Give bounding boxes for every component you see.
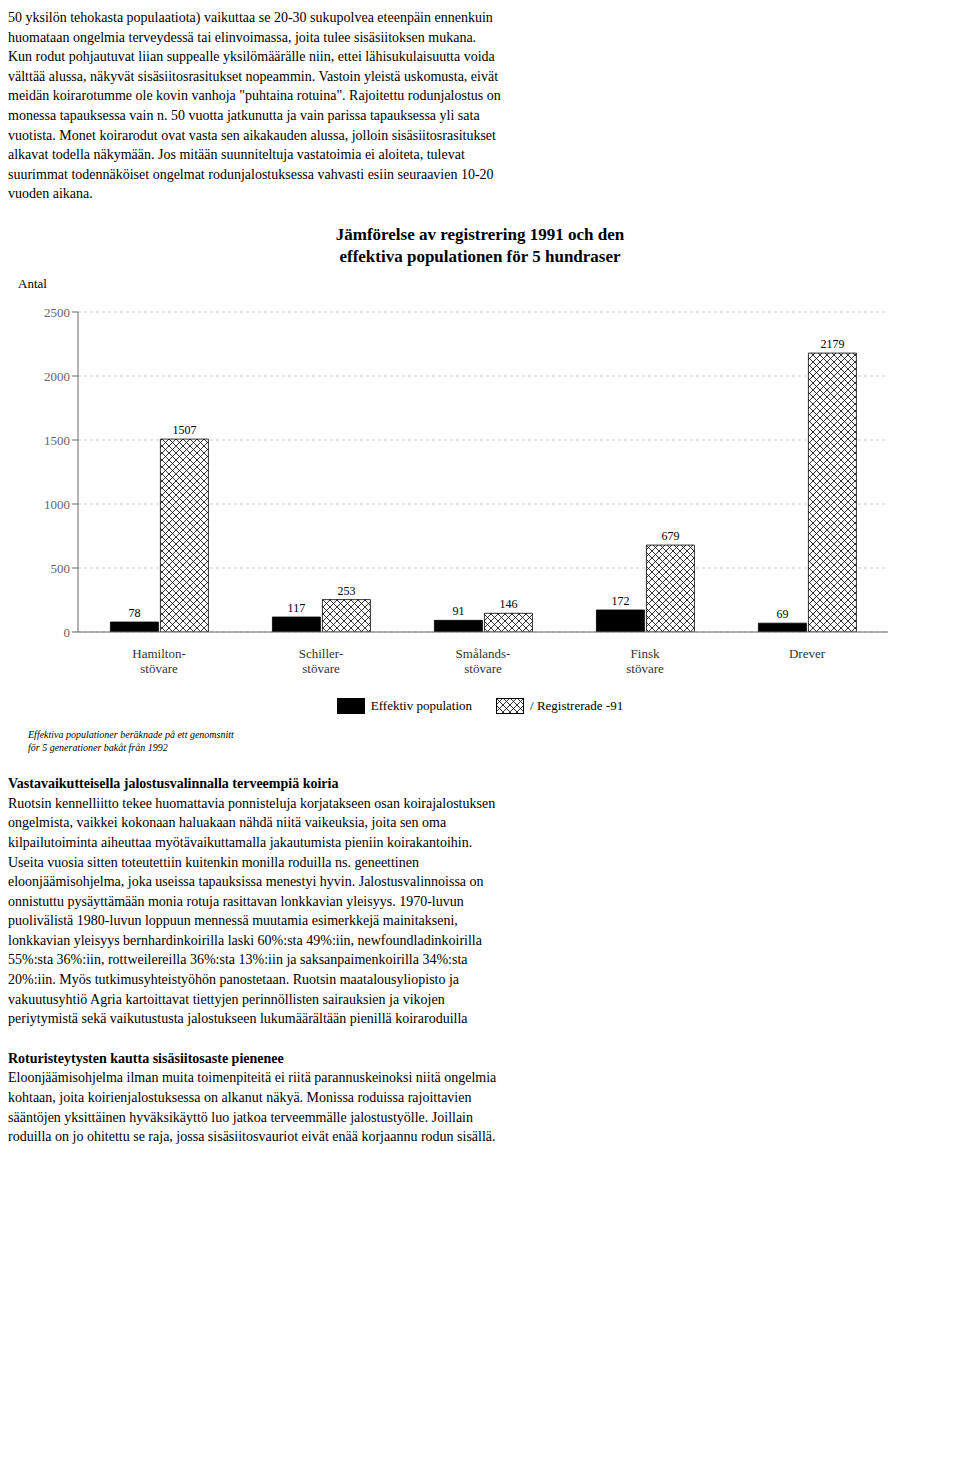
html-text:Eloonjäämisohjelma ilman muita: Eloonjäämisohjelma ilman muita toimenpit…	[8, 1070, 497, 1086]
svg-text:1500: 1500	[44, 433, 70, 448]
html-text:ongelmista, vaikkei kokonaan h: ongelmista, vaikkei kokonaan haluakaan n…	[8, 815, 447, 831]
html-text:55%:sta 36%:iin, rottweilereil: 55%:sta 36%:iin, rottweilereilla 36%:sta…	[8, 952, 468, 968]
html-text:onnistuttu pysäyttämään monia: onnistuttu pysäyttämään monia rotuja ras…	[8, 893, 464, 909]
svg-text:253: 253	[337, 584, 355, 598]
svg-text:Finskstövare: Finskstövare	[626, 646, 664, 677]
html-text:Roturisteytysten kautta sisäsi: Roturisteytysten kautta sisäsiitosaste p…	[8, 1050, 284, 1066]
svg-text:172: 172	[611, 594, 629, 608]
svg-text:1000: 1000	[44, 497, 70, 512]
svg-text:679: 679	[661, 529, 679, 543]
svg-text:117: 117	[288, 601, 306, 615]
html-text:lonkkavian yleisyys bernhardin: lonkkavian yleisyys bernhardinkoirilla l…	[8, 932, 482, 948]
html-text:kohtaan, joita koirienjalostuk: kohtaan, joita koirienjalostuksessa on a…	[8, 1090, 472, 1105]
svg-text:2179: 2179	[820, 337, 844, 351]
svg-text:0: 0	[64, 625, 71, 640]
html-text:20%:iin. Myös tutkimusyhteisty: 20%:iin. Myös tutkimusyhteistyöhön panos…	[8, 972, 460, 988]
html-text:Useita vuosia sitten toteutett: Useita vuosia sitten toteutettiin kuiten…	[8, 854, 419, 870]
svg-text:Drever: Drever	[789, 646, 826, 661]
html-text:sääntöjen yksittäinen hyväksik: sääntöjen yksittäinen hyväksikäyttö luo …	[8, 1109, 473, 1125]
svg-text:Schiller-stövare: Schiller-stövare	[299, 646, 344, 677]
svg-text:Hamilton-stövare: Hamilton-stövare	[132, 646, 185, 677]
html-text:effektiva populationen för 5 h: effektiva populationen för 5 hundraser	[339, 247, 621, 266]
html-text:Kun rodut pohjautuvat liian su: Kun rodut pohjautuvat liian suppealle yk…	[8, 49, 495, 65]
html-text:vakuutusyhtiö Agria kartoittav: vakuutusyhtiö Agria kartoittavat tiettyj…	[8, 991, 445, 1007]
html-text:Antal: Antal	[18, 276, 47, 292]
html-text:Vastavaikutteisella jalostusva: Vastavaikutteisella jalostusvalinnalla t…	[8, 776, 339, 792]
svg-text:1507: 1507	[172, 423, 196, 437]
html-text:vuoden aikana.: vuoden aikana.	[8, 186, 93, 202]
svg-text:91: 91	[452, 604, 464, 618]
html-text:vuotista. Monet koirarodut ova: vuotista. Monet koirarodut ovat vasta se…	[8, 127, 496, 143]
html-text:/ Registrerade -91: / Registrerade -91	[530, 698, 624, 714]
html-text:huomataan ongelmia terveydessä: huomataan ongelmia terveydessä tai elinv…	[8, 29, 477, 45]
svg-text:2000: 2000	[44, 369, 70, 384]
html-text:suurimmat todennäköiset ongelm: suurimmat todennäköiset ongelmat rodunja…	[8, 166, 494, 182]
html-text:puolivälistä 1980-luvun loppuu: puolivälistä 1980-luvun loppuun mennessä…	[8, 913, 458, 929]
svg-text:69: 69	[776, 607, 788, 621]
html-text:monessa tapauksessa vain n. 50: monessa tapauksessa vain n. 50 vuotta ja…	[8, 108, 480, 123]
svg-text:500: 500	[51, 561, 71, 576]
svg-text:Smålands-stövare: Smålands-stövare	[456, 646, 511, 677]
svg-text:78: 78	[128, 606, 140, 620]
html-text:Jämförelse av registrering 199: Jämförelse av registrering 1991 och den	[335, 224, 625, 244]
html-text:roduilla on jo ohitettu se raj: roduilla on jo ohitettu se raja, jossa s…	[8, 1129, 496, 1145]
html-text:för 5 generationer bakåt från: för 5 generationer bakåt från 1992	[28, 742, 168, 754]
html-text:eloonjäämisohjelma, joka useis: eloonjäämisohjelma, joka useissa tapauks…	[8, 874, 484, 890]
html-text:meidän koirarotumme ole kovin: meidän koirarotumme ole kovin vanhoja "p…	[8, 88, 501, 104]
html-text:välttää alussa, näkyvät sisäsi: välttää alussa, näkyvät sisäsiitosrasitu…	[8, 68, 499, 84]
html-text:alkavat todella näkymään. Jos: alkavat todella näkymään. Jos mitään suu…	[8, 147, 465, 163]
html-text:Effektiv population: Effektiv population	[370, 698, 472, 714]
svg-text:146: 146	[499, 597, 517, 611]
html-text:Effektiva populationer beräkna: Effektiva populationer beräknade på ett …	[28, 729, 234, 741]
svg-text:2500: 2500	[44, 305, 70, 320]
html-text:kilpailutoiminta aiheuttaa myö: kilpailutoiminta aiheuttaa myötävaikutta…	[8, 834, 473, 850]
html-text:50 yksilön tehokasta populaati: 50 yksilön tehokasta populaatiota) vaiku…	[8, 10, 493, 25]
html-text:Ruotsin kennelliitto tekee huo: Ruotsin kennelliitto tekee huomattavia p…	[8, 795, 496, 811]
html-text:periytymistä sekä vaikutustust: periytymistä sekä vaikutustusta jalostuk…	[8, 1011, 468, 1027]
